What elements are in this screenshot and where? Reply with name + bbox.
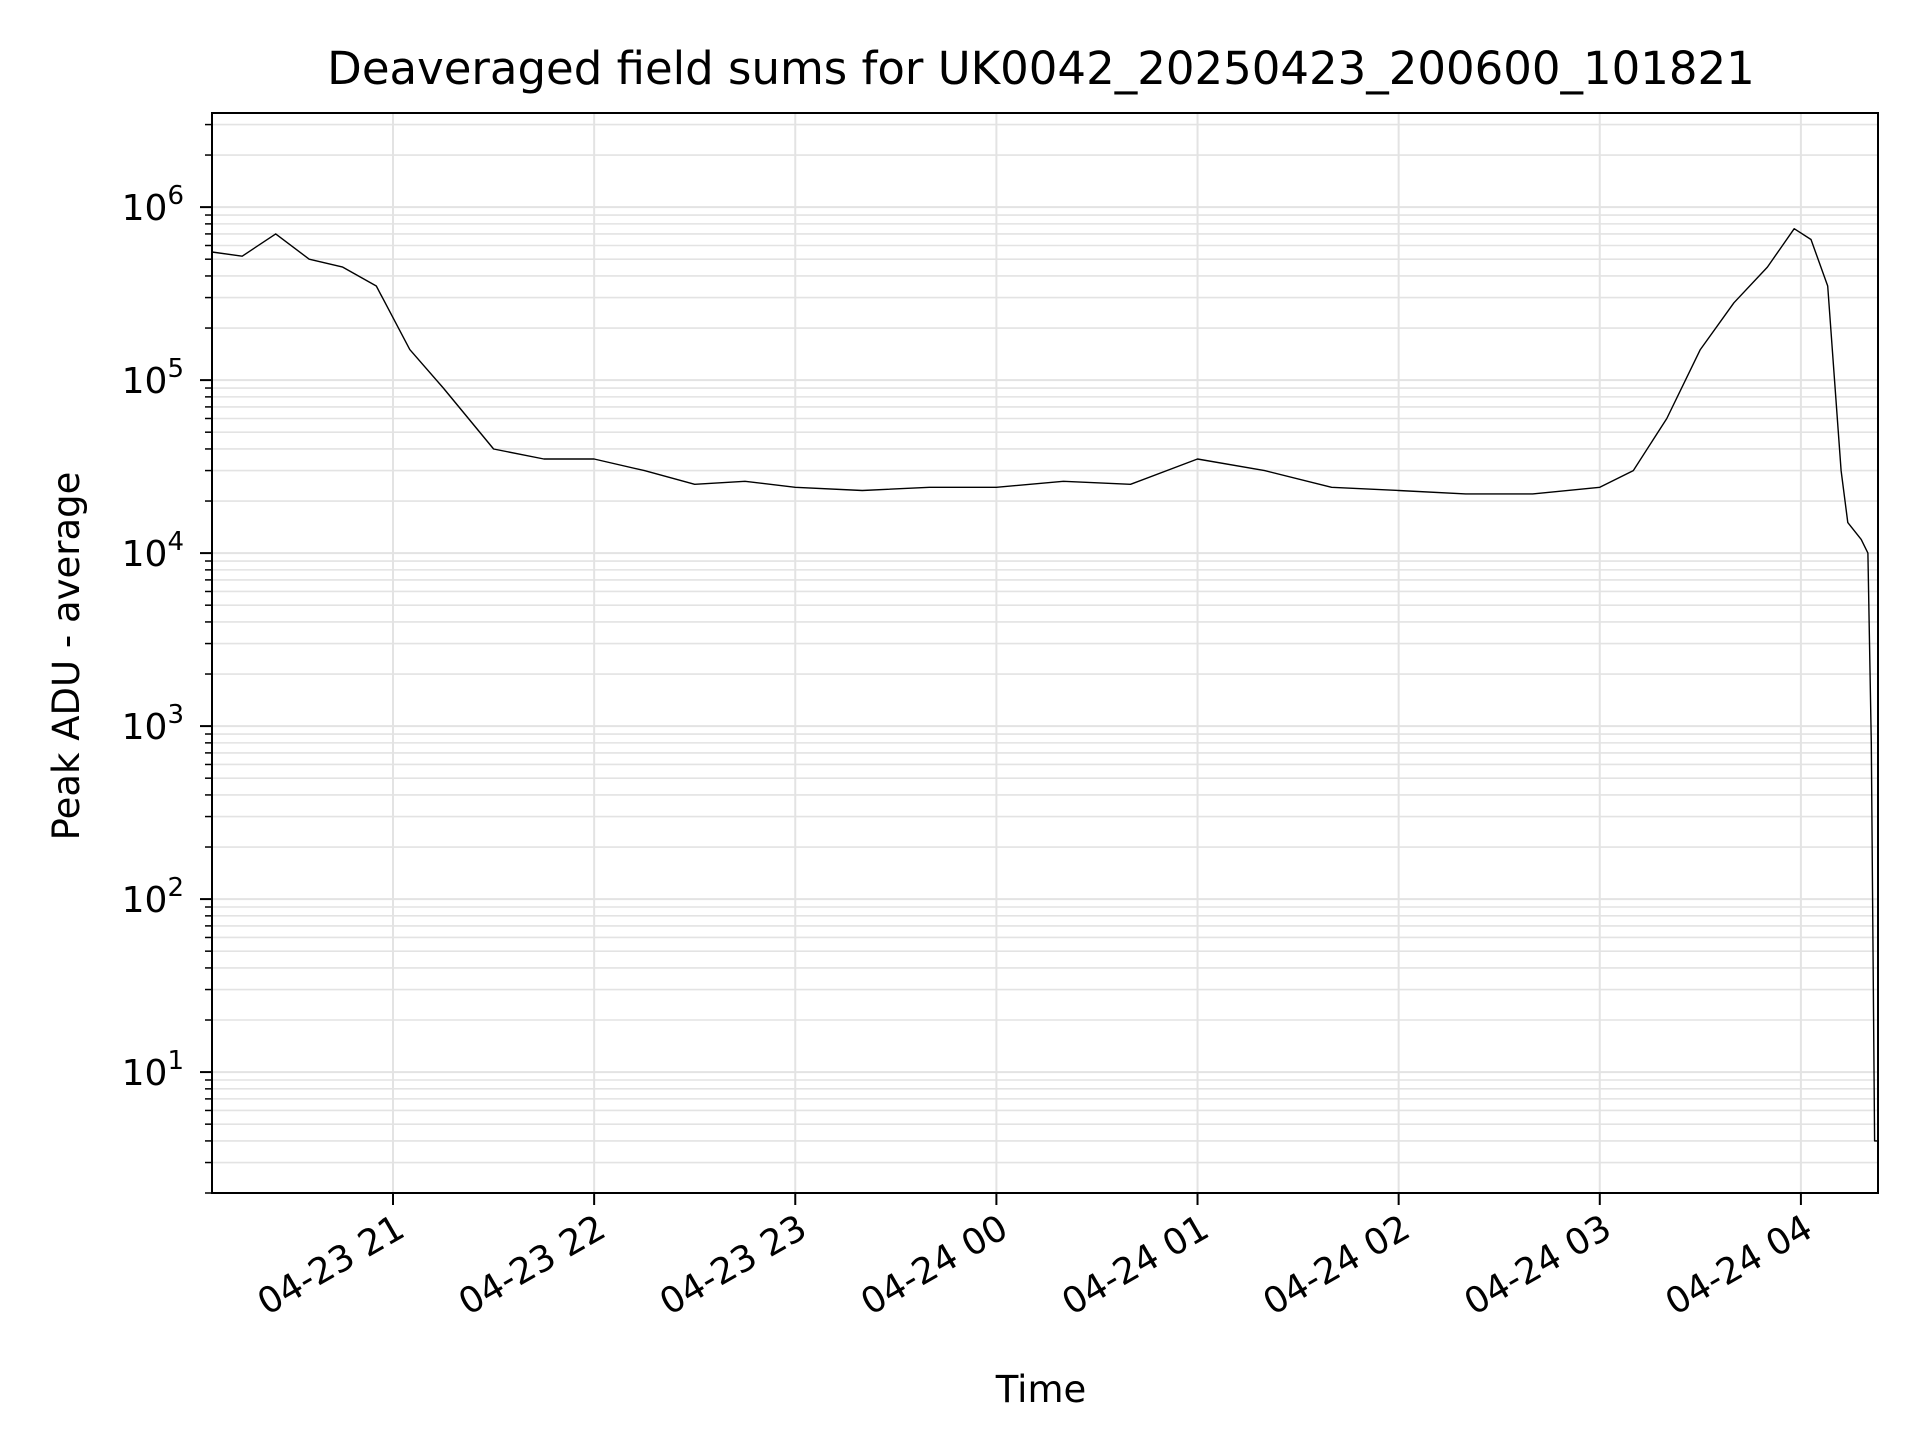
series-line — [211, 227, 1878, 1142]
data-series — [211, 227, 1878, 1142]
x-axis-label: Time — [995, 1368, 1087, 1411]
y-axis-label: Peak ADU - average — [45, 472, 88, 841]
y-tick-label: 103 — [122, 700, 184, 748]
y-tick-label: 104 — [122, 527, 184, 575]
chart-title: Deaveraged field sums for UK0042_2025042… — [327, 42, 1755, 95]
grid-lines — [212, 113, 1878, 1194]
y-tick-label: 106 — [122, 181, 184, 229]
y-tick-label: 102 — [122, 873, 184, 921]
y-tick-labels: 101 102 103 104 105 106 — [122, 181, 184, 1094]
axis-ticks — [200, 123, 1802, 1205]
y-tick-label: 105 — [122, 354, 184, 402]
y-tick-label: 101 — [122, 1046, 184, 1094]
axes-frame — [211, 112, 1879, 1194]
